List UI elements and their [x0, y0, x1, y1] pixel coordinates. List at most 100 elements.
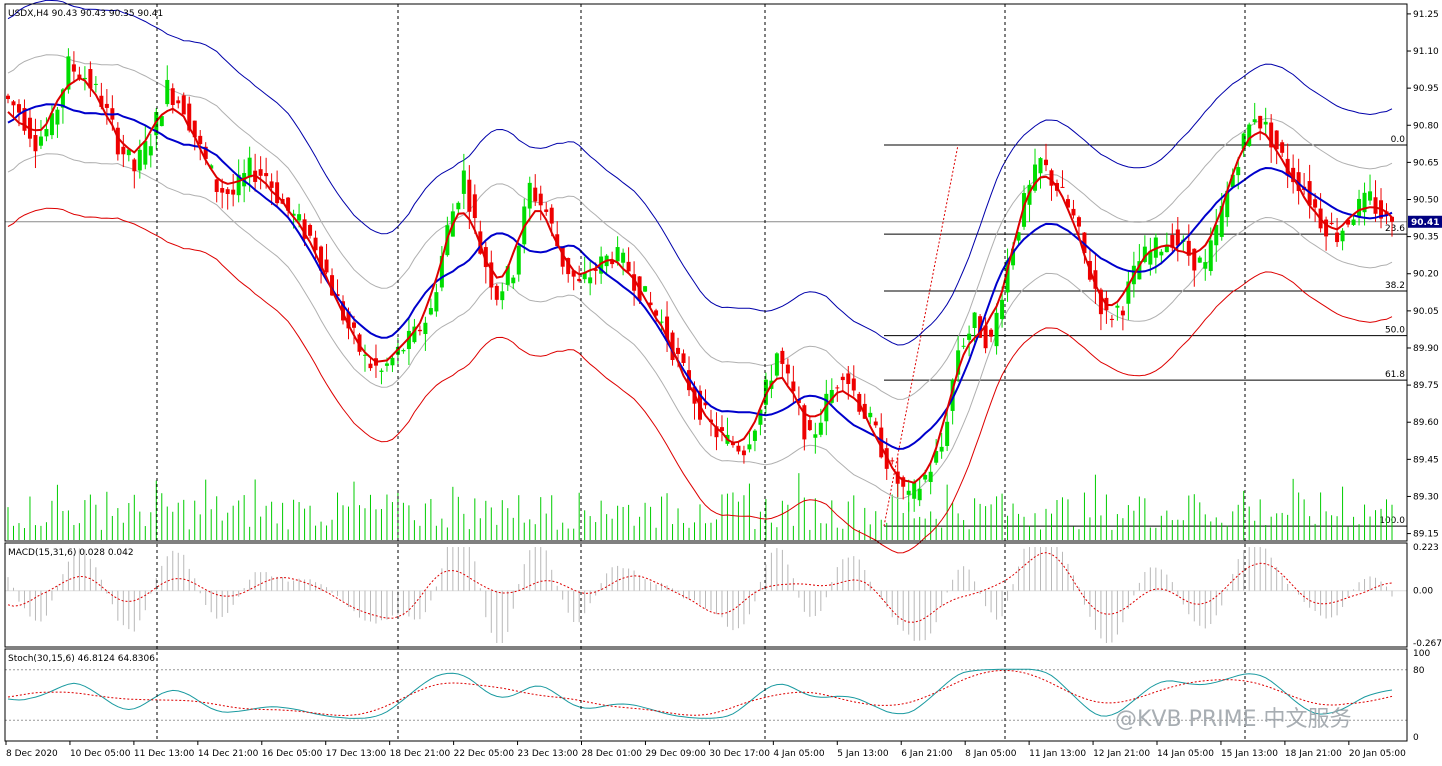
candle-body: [1230, 174, 1235, 188]
candle-body: [148, 146, 153, 156]
candle-body: [626, 261, 631, 272]
candle-body: [719, 427, 724, 431]
time-tick-label: 10 Dec 05:00: [70, 749, 131, 759]
candle-body: [99, 95, 104, 108]
candle-body: [840, 376, 845, 381]
candle-body: [236, 174, 241, 196]
fib-level-label: 23.6: [1385, 224, 1405, 234]
candle-body: [341, 301, 346, 321]
candle-body: [703, 402, 708, 406]
fib-level-label: 50.0: [1385, 326, 1405, 336]
time-tick-label: 23 Dec 13:00: [518, 749, 579, 759]
candle-body: [302, 219, 307, 239]
candle-body: [967, 333, 972, 340]
time-tick-label: 8 Jan 05:00: [965, 749, 1017, 759]
candle-body: [1049, 170, 1054, 186]
candle-body: [82, 77, 87, 80]
candle-body: [1044, 159, 1048, 166]
candle-body: [714, 426, 719, 438]
lower-band-line: [7, 207, 1393, 554]
time-tick-label: 8 Dec 2020: [6, 749, 58, 759]
candle-body: [1274, 130, 1279, 150]
candle-body: [643, 286, 648, 292]
macd-pane[interactable]: [5, 547, 1407, 643]
candle-body: [1225, 190, 1230, 218]
candle-body: [1368, 191, 1373, 201]
candle-body: [1357, 198, 1362, 217]
candle-body: [346, 311, 351, 329]
time-tick-label: 5 Jan 13:00: [837, 749, 889, 759]
candle-body: [362, 354, 367, 356]
candle-body: [818, 422, 823, 435]
price-tick-label: 89.30: [1413, 492, 1439, 502]
candle-body: [1258, 115, 1263, 129]
candle-body: [862, 403, 867, 419]
symbol-header: USDX,H4 90.43 90.43 90.35 90.41: [8, 9, 163, 19]
candle-body: [38, 136, 43, 146]
candle-body: [489, 262, 494, 288]
time-tick-label: 17 Dec 13:00: [326, 749, 387, 759]
candle-body: [676, 347, 681, 354]
time-tick-label: 30 Dec 17:00: [709, 749, 770, 759]
candle-body: [390, 357, 395, 366]
candle-body: [412, 326, 417, 343]
candle-body: [1065, 199, 1070, 208]
candle-body: [648, 302, 653, 306]
candle-body: [780, 350, 785, 364]
candle-body: [1159, 251, 1164, 256]
candle-body: [428, 308, 433, 315]
candle-body: [1060, 186, 1065, 188]
candle-body: [33, 135, 38, 152]
candle-body: [763, 379, 768, 405]
candle-body: [1170, 235, 1175, 248]
candle-body: [972, 312, 977, 329]
price-tick-label: 90.05: [1413, 307, 1439, 317]
price-tick-label: 89.60: [1413, 418, 1439, 428]
candle-body: [115, 127, 120, 155]
axes: 91.25 91.10 90.95 90.80 90.65 90.50 90.35 90.20…: [4, 3, 1442, 759]
candle-body: [813, 434, 818, 438]
candle-body: [538, 193, 543, 206]
candle-body: [1291, 167, 1296, 183]
candle-body: [621, 252, 626, 263]
candle-body: [774, 353, 779, 376]
candle-body: [275, 182, 280, 204]
time-tick-label: 22 Dec 05:00: [454, 749, 515, 759]
candle-body: [104, 103, 109, 108]
candle-body: [747, 444, 752, 450]
candle-body: [1142, 246, 1147, 262]
candle-body: [1214, 224, 1219, 246]
time-tick-label: 28 Dec 01:00: [582, 749, 643, 759]
candle-body: [632, 274, 637, 291]
candle-body: [544, 209, 549, 212]
price-tick-label: 90.80: [1413, 121, 1439, 131]
candle-body: [1137, 261, 1142, 280]
candle-body: [1115, 305, 1120, 308]
candle-body: [511, 277, 516, 284]
current-price-badge: [1408, 215, 1442, 228]
candle-body: [1346, 219, 1351, 225]
candle-body: [1296, 172, 1301, 192]
time-tick-label: 11 Dec 13:00: [134, 749, 195, 759]
candle-body: [928, 471, 933, 483]
candle-body: [670, 332, 675, 360]
candle-body: [335, 294, 340, 297]
candle-body: [1208, 240, 1213, 272]
candle-body: [93, 83, 98, 85]
candle-body: [1005, 260, 1010, 293]
macd-tick-label: 0.223: [1413, 543, 1439, 553]
candle-body: [500, 291, 505, 301]
candle-body: [516, 245, 521, 275]
candle-body: [60, 89, 65, 108]
candle-body: [22, 108, 27, 131]
upper-band-line: [7, 0, 1393, 346]
stochastic-pane[interactable]: [5, 668, 1407, 721]
candle-body: [939, 446, 944, 452]
candle-body: [950, 380, 955, 411]
candle-body: [1269, 122, 1274, 148]
candle-body: [577, 278, 582, 282]
candle-body: [802, 405, 807, 440]
candle-body: [247, 157, 252, 178]
